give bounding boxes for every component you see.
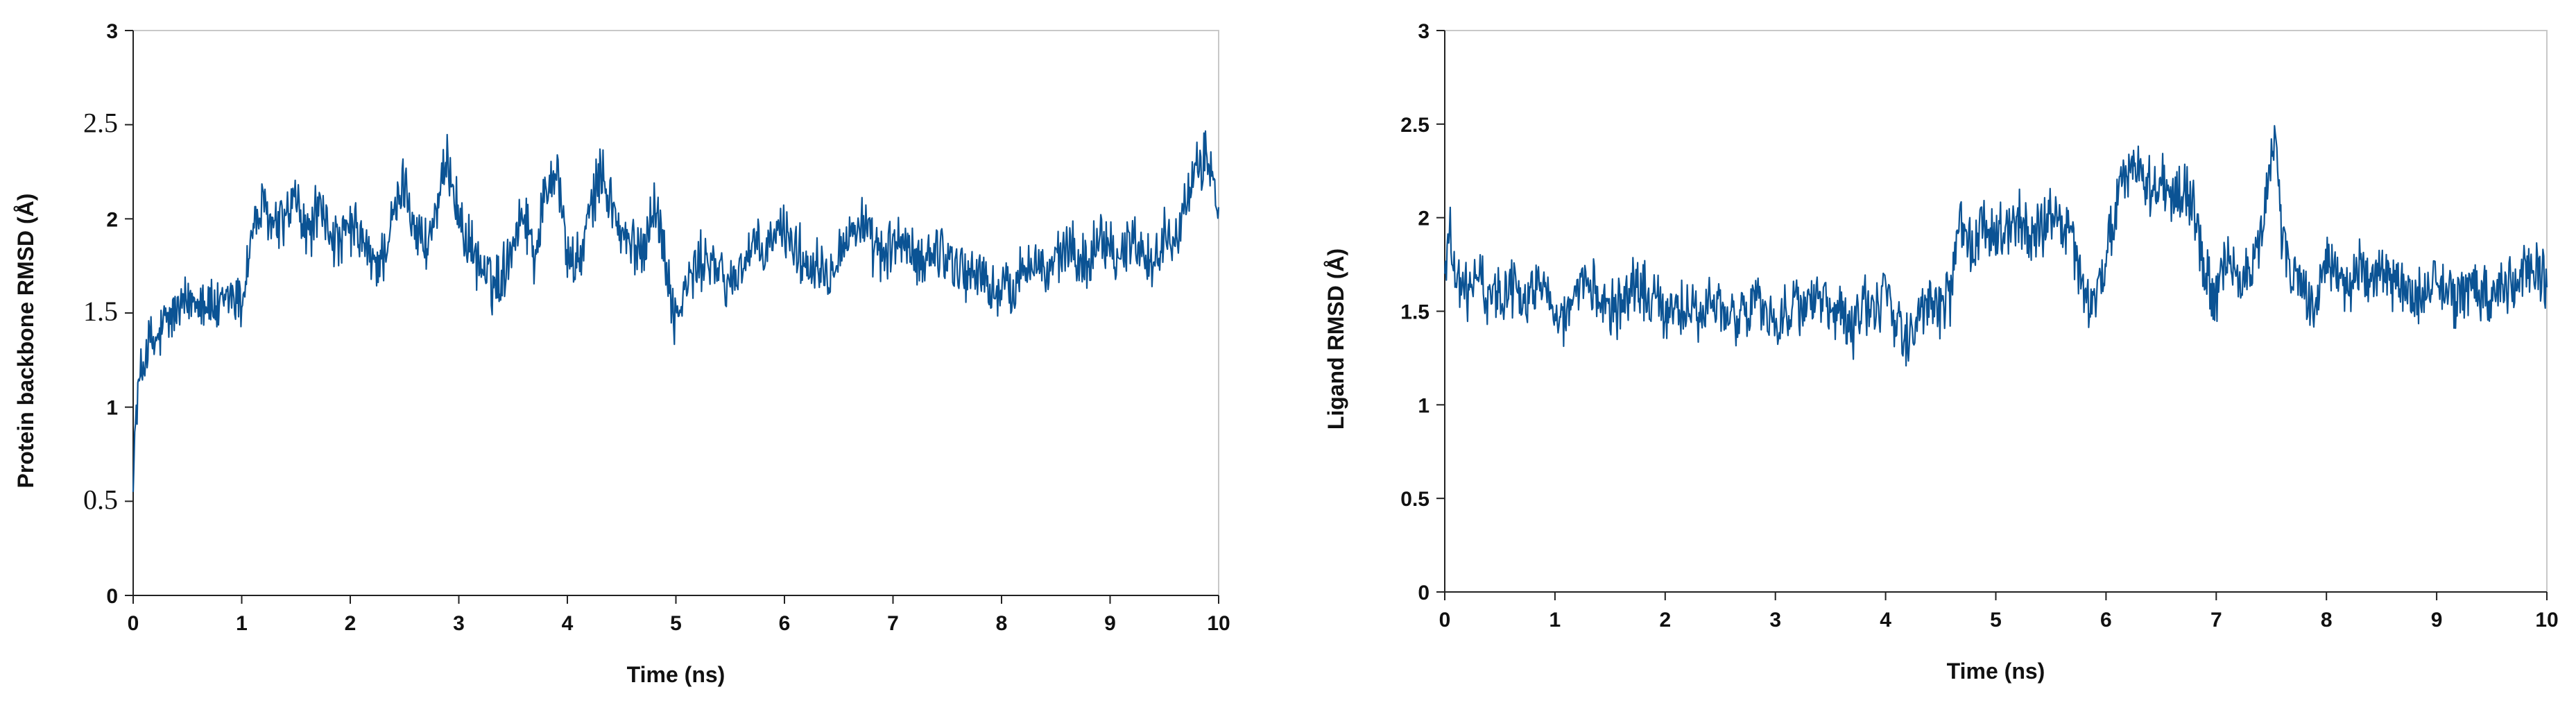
x-tick-label: 10 <box>2535 609 2558 632</box>
y-tick-label: 1.5 <box>83 296 118 327</box>
y-tick-label: 0.5 <box>83 484 118 515</box>
y-tick-label: 3 <box>106 20 118 43</box>
x-tick-label: 5 <box>1990 609 2002 632</box>
y-tick-label: 1 <box>1418 394 1429 417</box>
y-tick-label: 0 <box>1418 582 1429 604</box>
x-tick-label: 2 <box>345 612 357 635</box>
x-tick-label: 6 <box>2100 609 2112 632</box>
x-axis-title: Time (ns) <box>627 662 725 687</box>
y-tick-label: 2.5 <box>83 108 118 139</box>
y-tick-label: 3 <box>1418 20 1429 43</box>
x-tick-label: 7 <box>2210 609 2222 632</box>
x-tick-label: 2 <box>1659 609 1671 632</box>
x-tick-label: 4 <box>562 612 574 635</box>
x-tick-label: 8 <box>996 612 1008 635</box>
y-axis-title: Protein backbone RMSD (Å) <box>13 194 38 489</box>
y-tick-label: 1 <box>106 397 118 420</box>
ligand-rmsd-chart: 0 1 2 3 4 5 6 7 8 9 10 0 0.5 1 1.5 2 2.5 3 Time (ns) Ligand… <box>1323 20 2559 684</box>
x-tick-label: 3 <box>453 612 465 635</box>
x-tick-label: 1 <box>1549 609 1561 632</box>
x-tick-label: 0 <box>128 612 139 635</box>
y-axis-title: Ligand RMSD (Å) <box>1323 248 1348 430</box>
x-tick-label: 1 <box>236 612 248 635</box>
plot-frame <box>132 30 1219 596</box>
y-tick-label: 1.5 <box>1400 301 1429 324</box>
y-tick-label: 2 <box>1418 207 1429 230</box>
y-tick-label: 2.5 <box>1400 114 1429 137</box>
x-tick-label: 7 <box>887 612 899 635</box>
x-tick-label: 3 <box>1769 609 1781 632</box>
x-tick-label: 9 <box>1104 612 1116 635</box>
x-tick-label: 6 <box>779 612 791 635</box>
x-tick-label: 0 <box>1439 609 1451 632</box>
x-tick-label: 10 <box>1207 612 1230 635</box>
protein-rmsd-chart: 0 1 2 3 4 5 6 7 8 9 10 0 0.5 1 1.5 2 2.5 3 Time (ns) Protei… <box>13 20 1230 687</box>
x-tick-label: 5 <box>670 612 682 635</box>
x-tick-label: 8 <box>2321 609 2333 632</box>
y-tick-label: 0.5 <box>1400 488 1429 511</box>
y-tick-label: 2 <box>106 208 118 231</box>
rmsd-series-line <box>1443 125 2548 367</box>
x-axis-title: Time (ns) <box>1947 659 2045 684</box>
x-tick-label: 9 <box>2431 609 2443 632</box>
x-tick-label: 4 <box>1880 609 1891 632</box>
rmsd-series-line <box>132 130 1220 492</box>
y-tick-label: 0 <box>106 585 118 608</box>
